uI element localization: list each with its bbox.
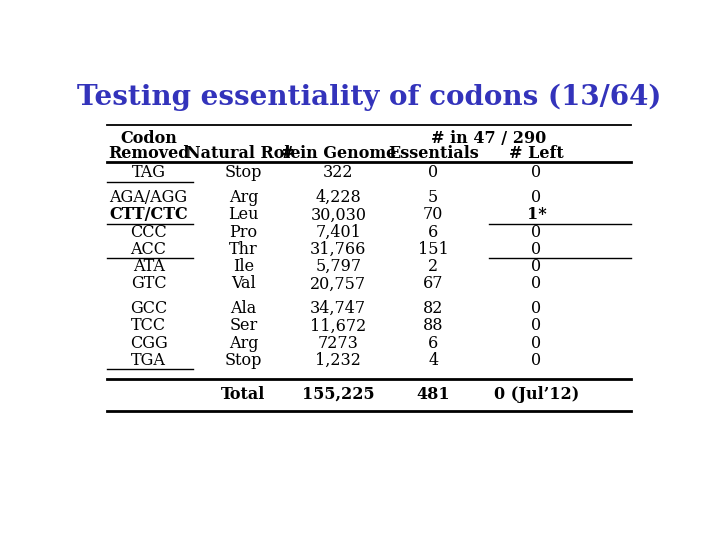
Text: 7,401: 7,401 [315,224,361,241]
Text: 31,766: 31,766 [310,241,366,258]
Text: 30,030: 30,030 [310,206,366,224]
Text: 322: 322 [323,164,354,181]
Text: 0: 0 [531,241,541,258]
Text: Stop: Stop [225,352,262,369]
Text: TAG: TAG [132,164,166,181]
Text: Natural Role: Natural Role [186,145,301,162]
Text: Ala: Ala [230,300,256,317]
Text: # Left: # Left [509,145,564,162]
Text: Essentials: Essentials [388,145,479,162]
Text: 0: 0 [531,318,541,334]
Text: 6: 6 [428,224,438,241]
Text: GCC: GCC [130,300,167,317]
Text: 0: 0 [531,164,541,181]
Text: 0: 0 [531,189,541,206]
Text: TGA: TGA [131,352,166,369]
Text: 70: 70 [423,206,444,224]
Text: 0: 0 [531,258,541,275]
Text: 67: 67 [423,275,444,293]
Text: 34,747: 34,747 [310,300,366,317]
Text: 0: 0 [531,275,541,293]
Text: Arg: Arg [229,335,258,352]
Text: 20,757: 20,757 [310,275,366,293]
Text: Removed: Removed [108,145,189,162]
Text: Pro: Pro [230,224,258,241]
Text: CTT/CTC: CTT/CTC [109,206,188,224]
Text: 6: 6 [428,335,438,352]
Text: Leu: Leu [228,206,258,224]
Text: Val: Val [231,275,256,293]
Text: CGG: CGG [130,335,168,352]
Text: GTC: GTC [131,275,166,293]
Text: # in 47 / 290: # in 47 / 290 [431,130,546,147]
Text: 0: 0 [531,335,541,352]
Text: Ser: Ser [230,318,258,334]
Text: Arg: Arg [229,189,258,206]
Text: 5,797: 5,797 [315,258,361,275]
Text: Total: Total [221,386,266,403]
Text: 82: 82 [423,300,444,317]
Text: 0: 0 [428,164,438,181]
Text: 7273: 7273 [318,335,359,352]
Text: 481: 481 [416,386,450,403]
Text: ATA: ATA [132,258,165,275]
Text: 151: 151 [418,241,449,258]
Text: Ile: Ile [233,258,254,275]
Text: 0: 0 [531,352,541,369]
Text: TCC: TCC [131,318,166,334]
Text: Thr: Thr [229,241,258,258]
Text: 11,672: 11,672 [310,318,366,334]
Text: Stop: Stop [225,164,262,181]
Text: 0: 0 [531,224,541,241]
Text: 1*: 1* [526,206,546,224]
Text: 5: 5 [428,189,438,206]
Text: CCC: CCC [130,224,167,241]
Text: 0: 0 [531,300,541,317]
Text: Testing essentiality of codons (13/64): Testing essentiality of codons (13/64) [77,84,661,111]
Text: 4: 4 [428,352,438,369]
Text: 2: 2 [428,258,438,275]
Text: 4,228: 4,228 [315,189,361,206]
Text: 155,225: 155,225 [302,386,374,403]
Text: 0 (Jul’12): 0 (Jul’12) [494,386,579,403]
Text: ACC: ACC [130,241,166,258]
Text: 88: 88 [423,318,444,334]
Text: 1,232: 1,232 [315,352,361,369]
Text: Codon: Codon [120,130,177,147]
Text: AGA/AGG: AGA/AGG [109,189,188,206]
Text: # in Genome: # in Genome [281,145,396,162]
